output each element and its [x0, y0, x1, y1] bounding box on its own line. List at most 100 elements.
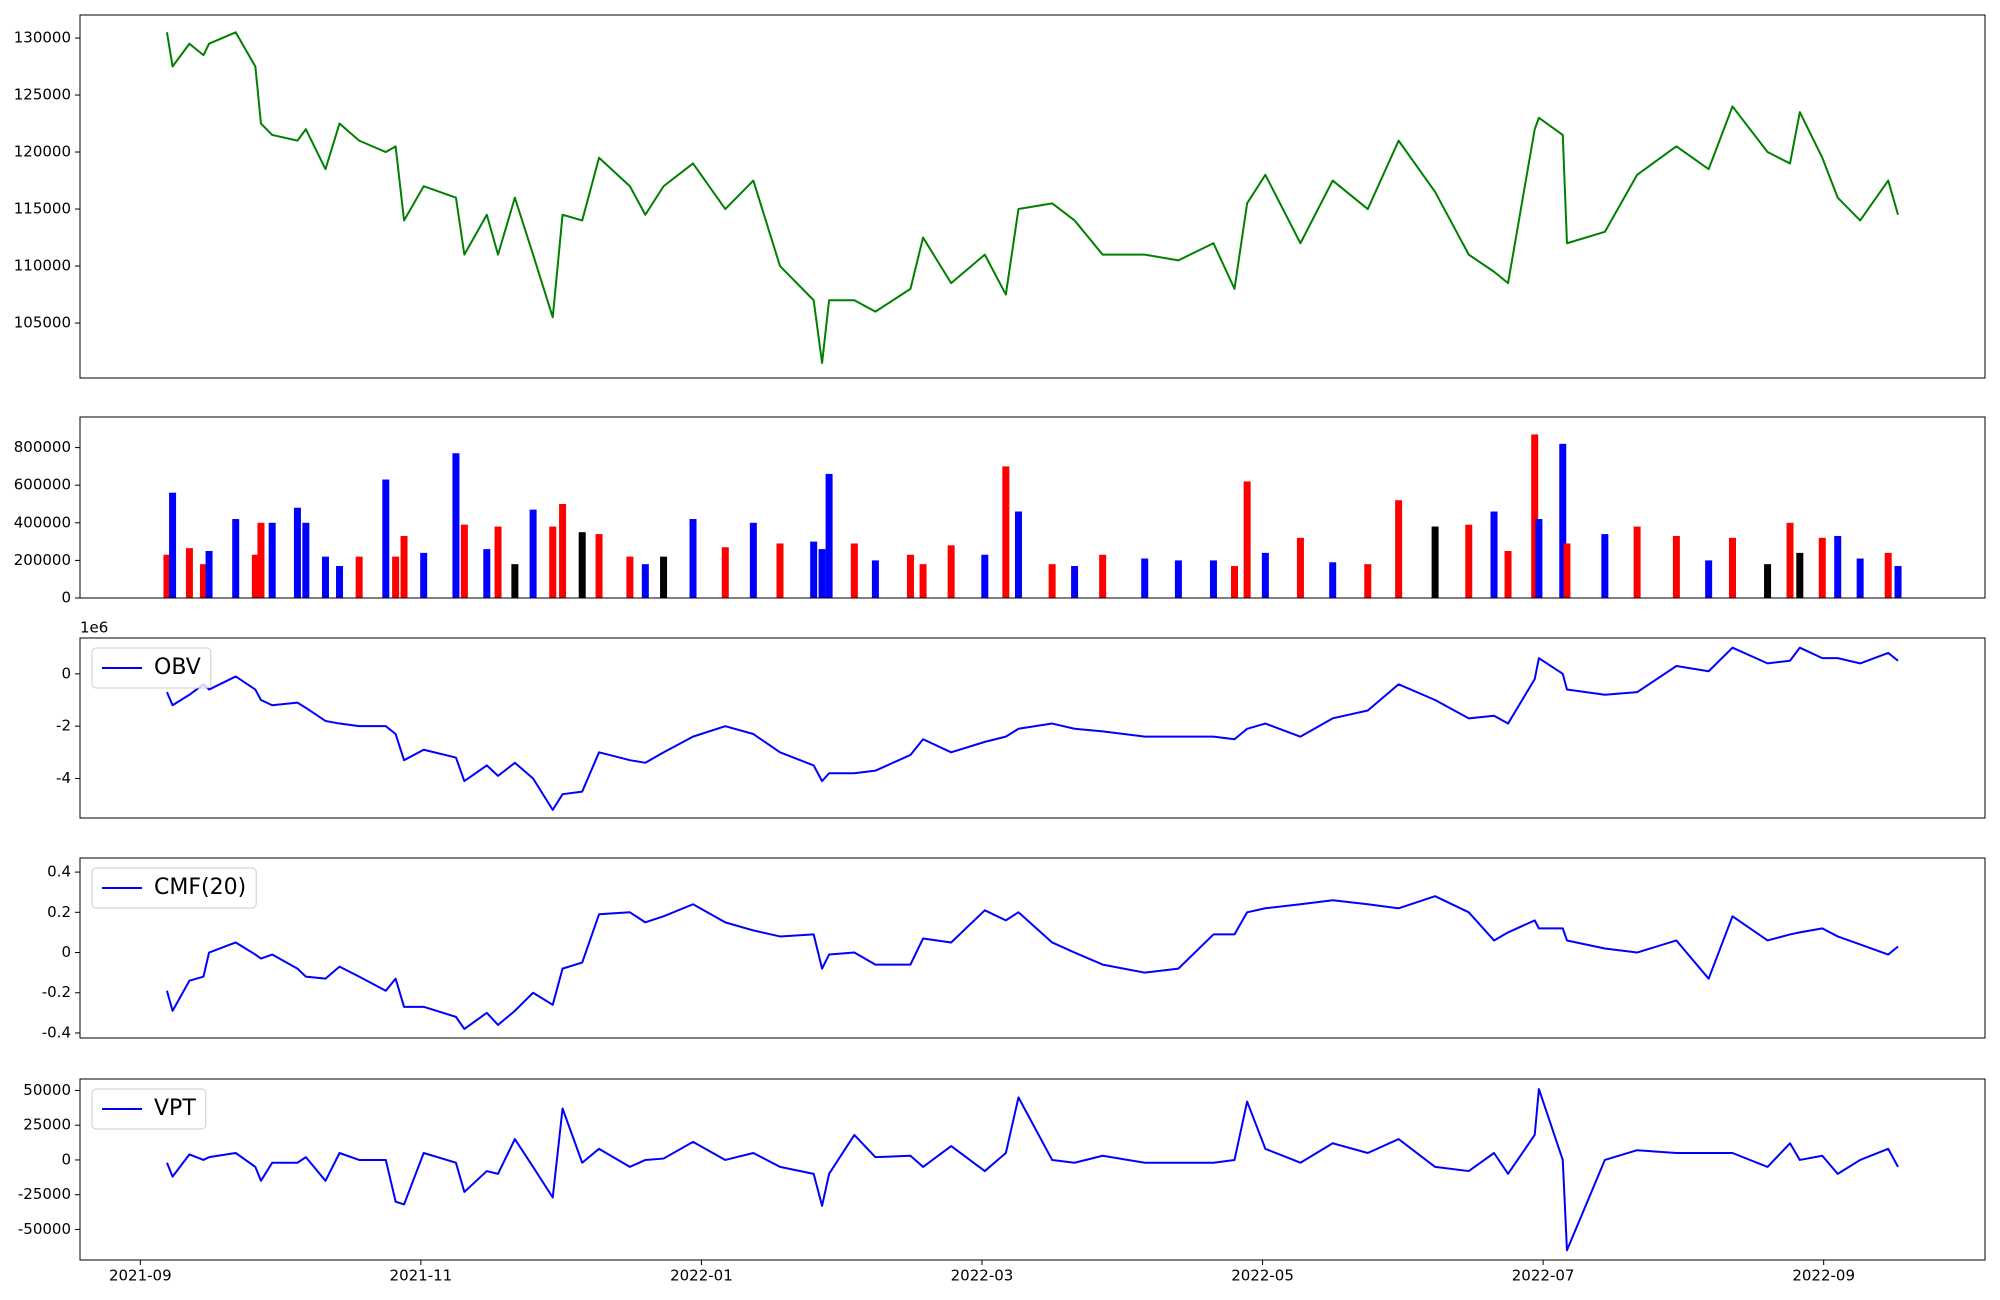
x-tick-label: 2022-01 — [670, 1267, 733, 1285]
bar — [420, 552, 428, 598]
bar — [1894, 566, 1902, 598]
y-tick-label: 120000 — [14, 143, 71, 161]
legend: VPT — [91, 1088, 207, 1130]
x-tick-label: 2022-09 — [1792, 1267, 1855, 1285]
x-tick-label: 2022-05 — [1231, 1267, 1294, 1285]
bar — [321, 556, 329, 598]
bar — [850, 543, 858, 598]
bar — [871, 560, 879, 598]
bar — [1261, 552, 1269, 598]
y-tick-label: -25000 — [18, 1185, 71, 1203]
bar — [483, 549, 491, 598]
bar — [810, 541, 818, 598]
bar — [1535, 519, 1543, 598]
bar — [626, 556, 634, 598]
bar — [1796, 552, 1804, 598]
bar — [1465, 524, 1473, 598]
bar — [336, 566, 344, 598]
x-tick-label: 2022-07 — [1512, 1267, 1575, 1285]
bar — [919, 564, 927, 598]
legend: OBV — [91, 647, 212, 689]
bar — [1705, 560, 1713, 598]
bar — [257, 522, 265, 598]
bar — [205, 550, 213, 598]
axes-frame — [79, 1078, 1986, 1261]
y-tick-label: 125000 — [14, 86, 71, 104]
bar — [1531, 434, 1539, 598]
bar — [1141, 558, 1149, 598]
x-tick-label: 2022-03 — [951, 1267, 1014, 1285]
bar — [721, 547, 729, 598]
y-tick-label: 115000 — [14, 200, 71, 218]
y-tick-label: 800000 — [14, 438, 71, 456]
bar — [689, 519, 697, 598]
bar — [641, 564, 649, 598]
y-tick-label: 0 — [61, 664, 71, 682]
bar — [749, 522, 757, 598]
bar — [549, 526, 557, 598]
bar — [1431, 526, 1439, 598]
bar — [355, 556, 363, 598]
bar — [185, 548, 193, 598]
bar — [1856, 558, 1864, 598]
legend-label: VPT — [154, 1096, 196, 1121]
legend-box — [91, 867, 257, 909]
legend: CMF(20) — [91, 867, 257, 909]
bar — [1818, 537, 1826, 598]
legend-label: OBV — [154, 655, 201, 680]
bar — [169, 492, 177, 598]
y-tick-label: -2 — [56, 717, 71, 735]
y-tick-label: 400000 — [14, 513, 71, 531]
y-tick-label: -0.4 — [42, 1023, 71, 1041]
y-tick-label: 25000 — [23, 1116, 71, 1134]
bar — [1559, 443, 1567, 598]
panel: 0 200000 400000 600000 800000 — [14, 416, 1986, 607]
bar — [1490, 511, 1498, 598]
axes-frame — [79, 637, 1986, 819]
bar — [1296, 537, 1304, 598]
bar — [1048, 564, 1056, 598]
bar — [1884, 552, 1892, 598]
bar — [1099, 554, 1107, 598]
y-tick-label: -0.2 — [42, 983, 71, 1001]
line — [166, 895, 1899, 1030]
bar — [251, 554, 259, 598]
bar — [1764, 564, 1772, 598]
y-tick-label: 110000 — [14, 257, 71, 275]
y-tick-label: 0 — [61, 1150, 71, 1168]
axes-frame — [79, 416, 1986, 599]
bar — [1209, 560, 1217, 598]
bar — [947, 545, 955, 598]
bar — [529, 509, 537, 598]
bar — [1395, 500, 1403, 598]
legend-box — [91, 647, 212, 689]
bar — [1174, 560, 1182, 598]
bar — [660, 556, 668, 598]
bar — [595, 534, 603, 598]
y-tick-label: 130000 — [14, 29, 71, 47]
bar — [1563, 543, 1571, 598]
panel: 105000 110000 115000 120000 125000 130000 — [14, 14, 1986, 379]
y-tick-label: 105000 — [14, 314, 71, 332]
y-tick-label: -50000 — [18, 1220, 71, 1238]
y-tick-label: 0 — [61, 589, 71, 607]
bar — [460, 524, 468, 598]
bar — [1786, 522, 1794, 598]
bar — [163, 554, 171, 598]
y-tick-label: 200000 — [14, 551, 71, 569]
x-tick-label: 2021-09 — [109, 1267, 172, 1285]
y-tick-label: -4 — [56, 769, 71, 787]
bar — [1504, 550, 1512, 598]
bar — [1672, 535, 1680, 598]
bar — [1243, 481, 1251, 598]
bar — [1002, 466, 1010, 598]
bar — [981, 554, 989, 598]
bar — [293, 507, 301, 598]
legend-box — [91, 1088, 207, 1130]
bar — [199, 564, 207, 598]
line — [165, 31, 1899, 364]
y-tick-label: 0.4 — [47, 863, 71, 881]
bar — [302, 522, 310, 598]
bar — [494, 526, 502, 598]
